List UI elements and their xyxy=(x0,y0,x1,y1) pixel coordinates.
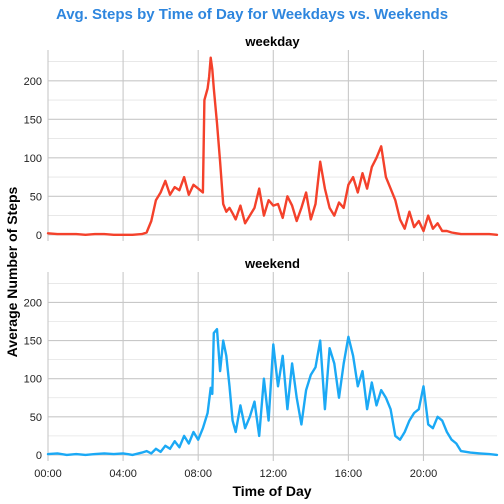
panel-strip-label: weekday xyxy=(244,34,300,49)
y-tick-label: 200 xyxy=(24,297,42,309)
y-tick-label: 0 xyxy=(36,450,42,462)
x-axis-title: Time of Day xyxy=(232,483,311,499)
chart-title: Avg. Steps by Time of Day for Weekdays v… xyxy=(56,6,448,23)
y-tick-label: 200 xyxy=(24,76,42,88)
y-tick-label: 100 xyxy=(24,374,42,386)
y-tick-label: 100 xyxy=(24,153,42,165)
y-tick-label: 0 xyxy=(36,230,42,242)
series-line-weekend xyxy=(46,328,499,457)
x-tick-label: 08:00 xyxy=(184,468,212,480)
y-tick-label: 50 xyxy=(30,191,42,203)
x-tick-label: 20:00 xyxy=(410,468,438,480)
x-axis: 00:00 04:00 08:00 12:00 16:00 20:00 xyxy=(34,468,437,480)
x-tick-label: 16:00 xyxy=(335,468,363,480)
x-tick-label: 12:00 xyxy=(260,468,288,480)
x-tick-label: 00:00 xyxy=(34,468,62,480)
y-tick-label: 150 xyxy=(24,114,42,126)
panel-weekend: weekend 0 50 100 150 200 xyxy=(24,256,499,462)
panel-strip-label: weekend xyxy=(244,256,300,271)
y-axis-title: Average Number of Steps xyxy=(4,186,20,357)
y-tick-label: 150 xyxy=(24,336,42,348)
x-tick-label: 04:00 xyxy=(109,468,137,480)
panel-weekday: weekday 0 50 100 150 200 xyxy=(24,34,499,242)
series-line-weekday xyxy=(46,56,499,237)
y-tick-label: 50 xyxy=(30,412,42,424)
panels-layer: weekday 0 50 100 150 200 weekend 0 50 100 150 200 xyxy=(24,34,499,462)
